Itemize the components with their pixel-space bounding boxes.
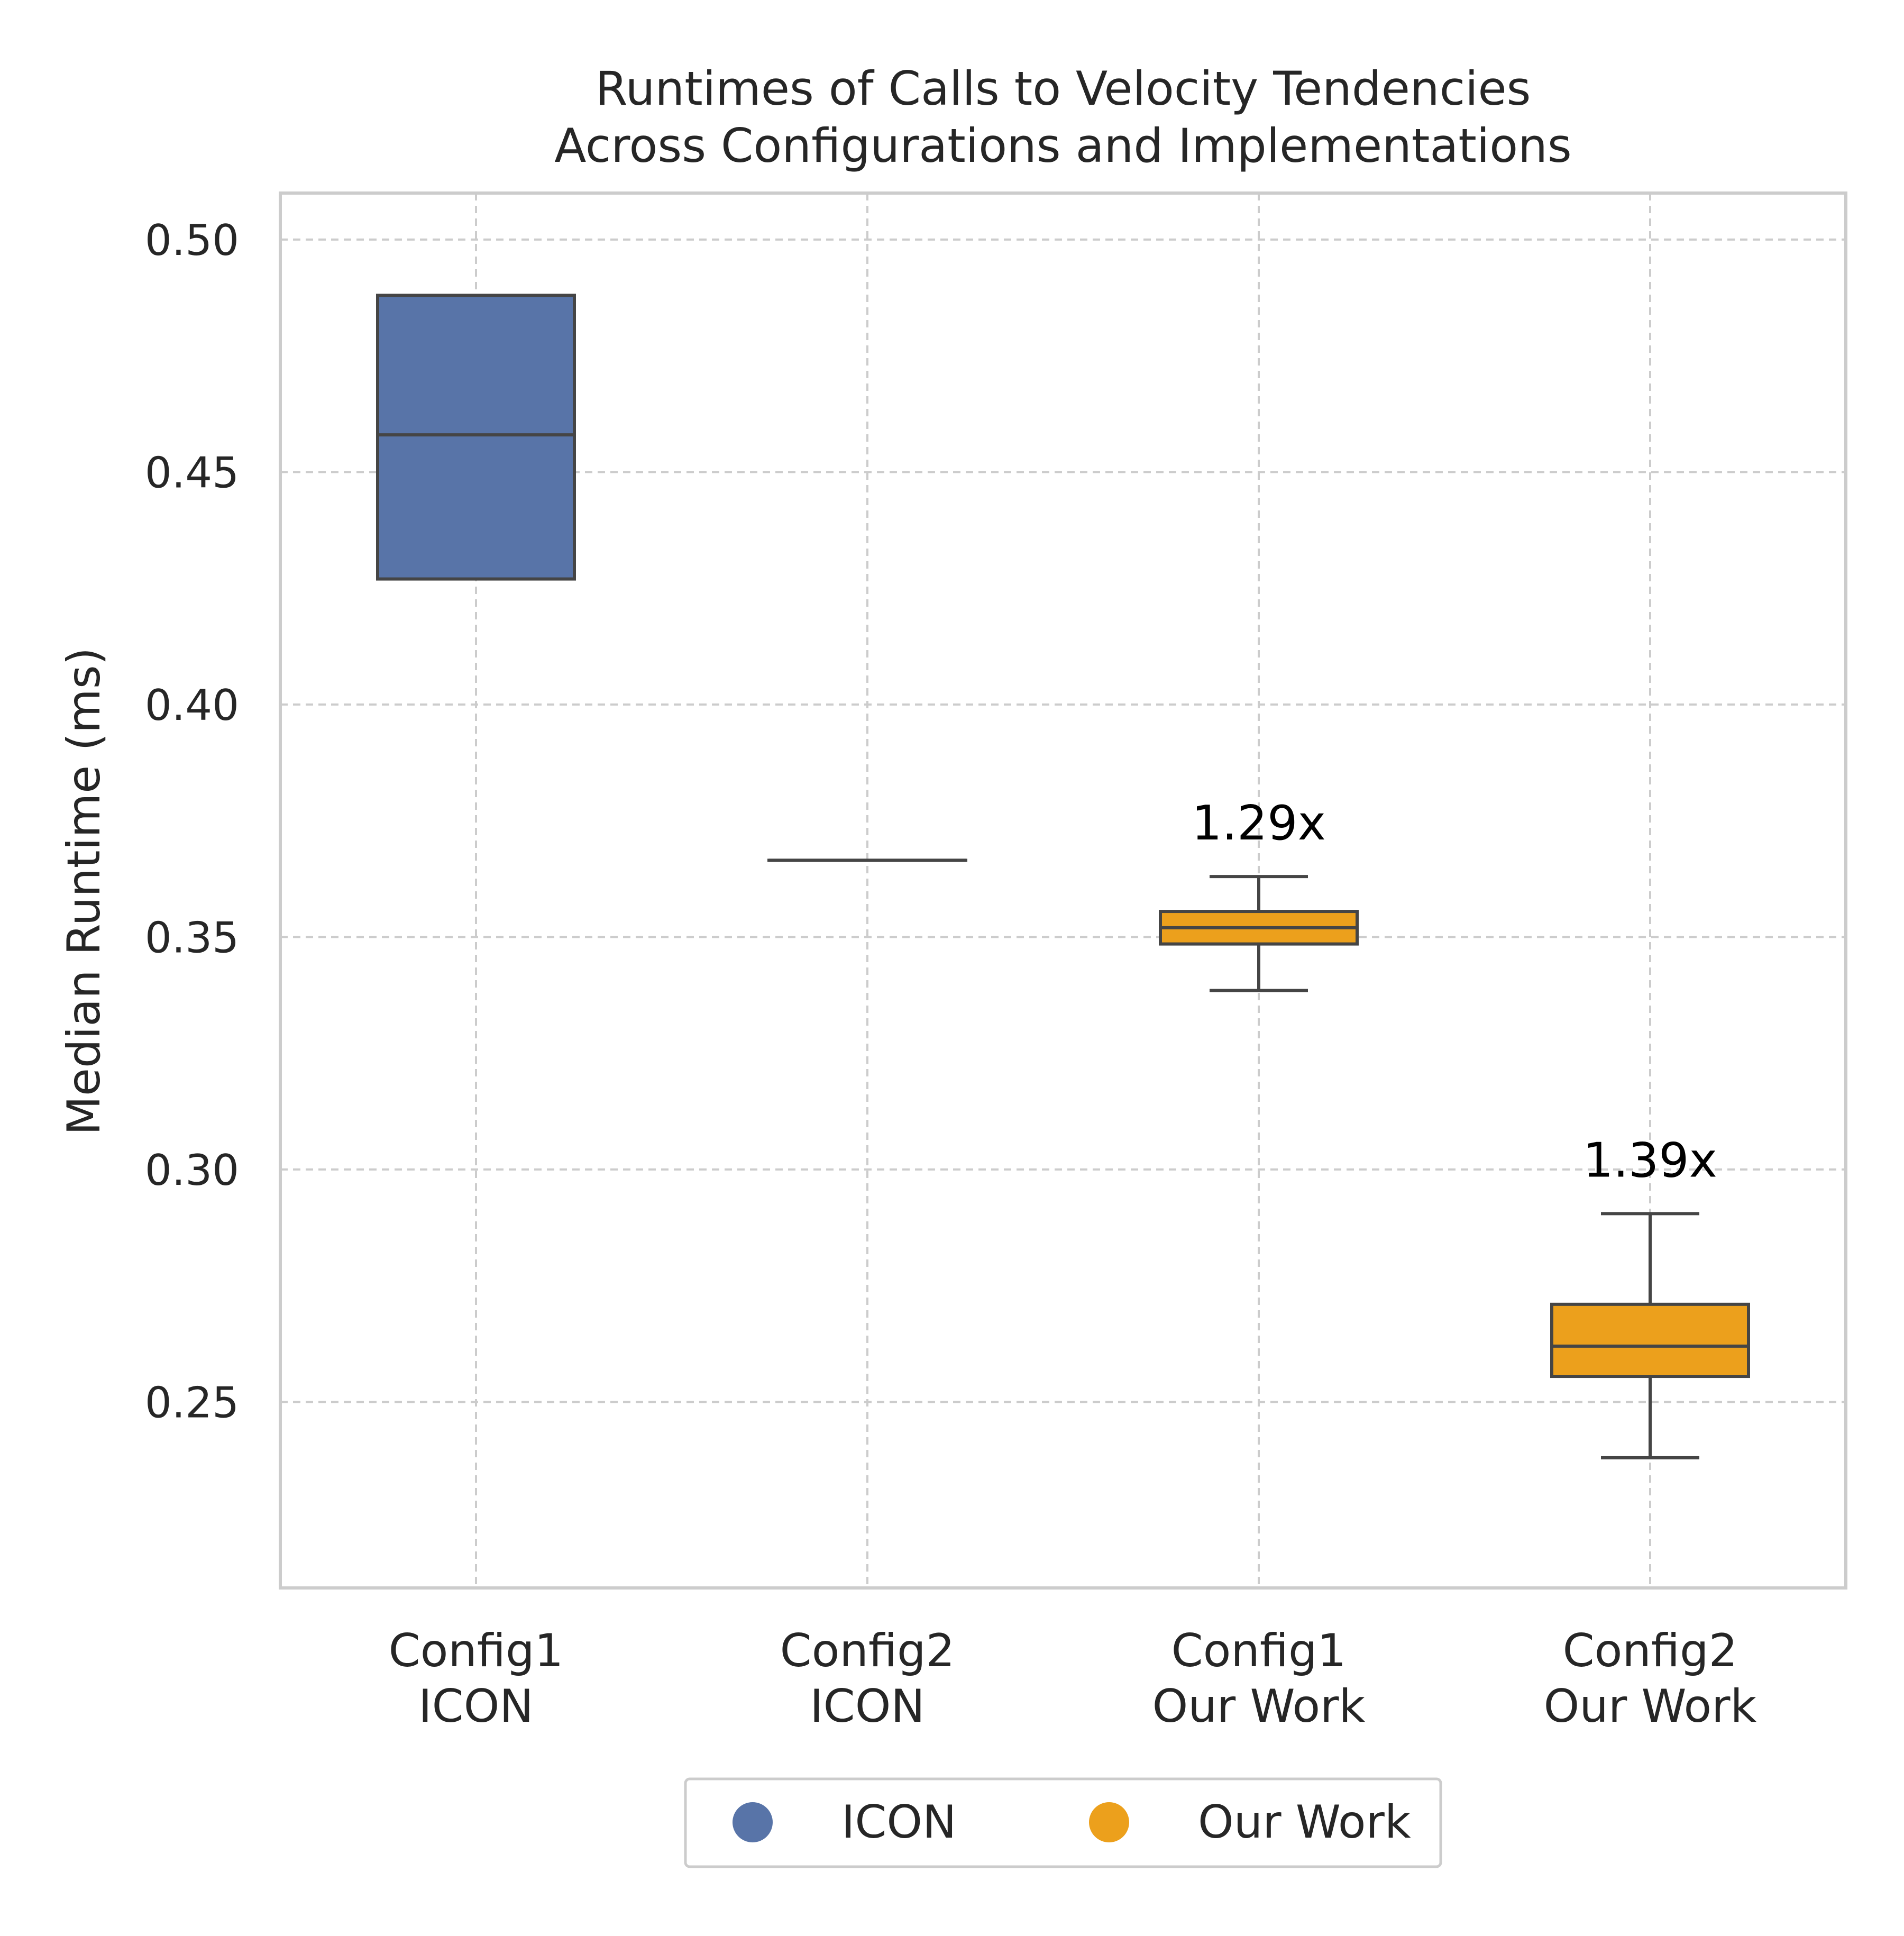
y-tick-labels: 0.25 0.30 0.35 0.40 0.45 0.50	[145, 216, 239, 1427]
box-4	[1550, 1212, 1750, 1459]
x-tick-label: Config2	[1563, 1624, 1738, 1677]
chart-title: Runtimes of Calls to Velocity Tendencies…	[554, 61, 1572, 173]
legend-marker	[733, 1802, 773, 1842]
speedup-annotations: 1.29x 1.39x	[1192, 796, 1717, 1188]
legend-item: Our Work	[1089, 1796, 1411, 1849]
box-3	[1159, 875, 1359, 992]
y-tick-label: 0.40	[145, 681, 239, 730]
legend-marker	[1089, 1802, 1129, 1842]
y-tick-label: 0.35	[145, 913, 239, 962]
x-tick-label: ICON	[810, 1680, 924, 1733]
box-iqr	[1550, 1302, 1750, 1378]
x-tick-label: Config1	[1171, 1624, 1347, 1677]
x-tick-label: ICON	[418, 1680, 533, 1733]
legend-label: ICON	[841, 1796, 956, 1849]
box-iqr	[376, 294, 576, 581]
x-tick-label: Our Work	[1152, 1680, 1366, 1733]
legend: ICON Our Work	[684, 1777, 1442, 1868]
title-line: Runtimes of Calls to Velocity Tendencies	[595, 61, 1531, 116]
title-line: Across Configurations and Implementation…	[554, 118, 1572, 173]
speedup-label: 1.29x	[1192, 796, 1326, 851]
y-tick-label: 0.45	[145, 448, 239, 497]
speedup-label: 1.39x	[1583, 1133, 1717, 1188]
legend-item: ICON	[733, 1796, 956, 1849]
box-series	[376, 294, 1750, 1459]
x-tick-label: Our Work	[1544, 1680, 1757, 1733]
box-1	[376, 294, 576, 581]
plot-frame	[279, 191, 1847, 1590]
y-tick-label: 0.30	[145, 1146, 239, 1195]
x-tick-label: Config2	[780, 1624, 955, 1677]
legend-frame	[684, 1777, 1442, 1868]
legend-label: Our Work	[1198, 1796, 1411, 1849]
y-tick-label: 0.50	[145, 216, 239, 265]
y-tick-label: 0.25	[145, 1378, 239, 1427]
x-tick-label: Config1	[389, 1624, 564, 1677]
y-axis-label: Median Runtime (ms)	[58, 647, 111, 1135]
